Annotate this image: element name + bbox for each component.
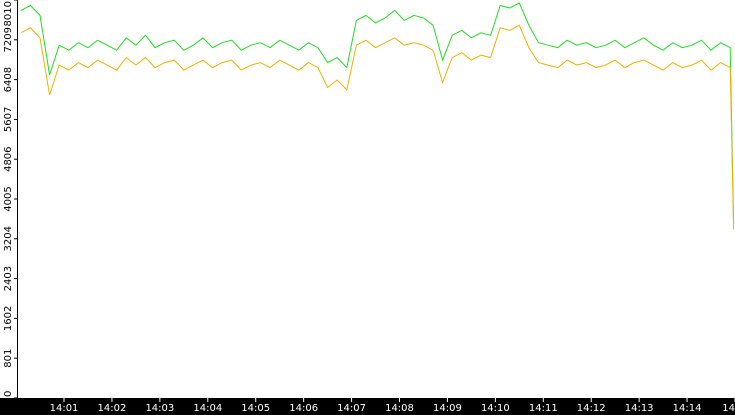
- x-tick-label: 14:08: [385, 403, 414, 414]
- y-tick-label: 1602: [3, 306, 14, 331]
- y-tick-label: 2403: [3, 266, 14, 291]
- x-tick-label: 14:07: [337, 403, 366, 414]
- x-axis-bar: [0, 398, 735, 415]
- x-tick-label: 14: [722, 403, 735, 414]
- y-tick-label: 5607: [3, 107, 14, 132]
- x-tick-label: 14:04: [193, 403, 222, 414]
- x-tick-label: 14:13: [625, 403, 654, 414]
- series-line: [20, 2, 735, 225]
- y-tick-label: 7209: [3, 27, 14, 52]
- y-tick-label: 801: [3, 349, 14, 368]
- y-tick-label: 3204: [3, 226, 14, 251]
- y-tick-label: 4005: [3, 186, 14, 211]
- x-tick-label: 14:11: [529, 403, 558, 414]
- y-tick-label: 4806: [3, 146, 14, 171]
- x-tick-label: 14:03: [145, 403, 174, 414]
- y-tick-label: 6408: [3, 67, 14, 92]
- x-tick-label: 14:01: [50, 403, 79, 414]
- y-tick-label: 8010: [3, 1, 14, 26]
- x-tick-label: 14:14: [673, 403, 702, 414]
- x-tick-label: 14:12: [577, 403, 606, 414]
- x-tick-label: 14:02: [98, 403, 127, 414]
- x-tick-label: 14:05: [241, 403, 270, 414]
- x-tick-label: 14:10: [481, 403, 510, 414]
- x-tick-label: 14:06: [289, 403, 318, 414]
- x-tick-label: 14:09: [433, 403, 462, 414]
- y-tick-label: 0: [3, 391, 14, 397]
- series-line: [20, 24, 735, 230]
